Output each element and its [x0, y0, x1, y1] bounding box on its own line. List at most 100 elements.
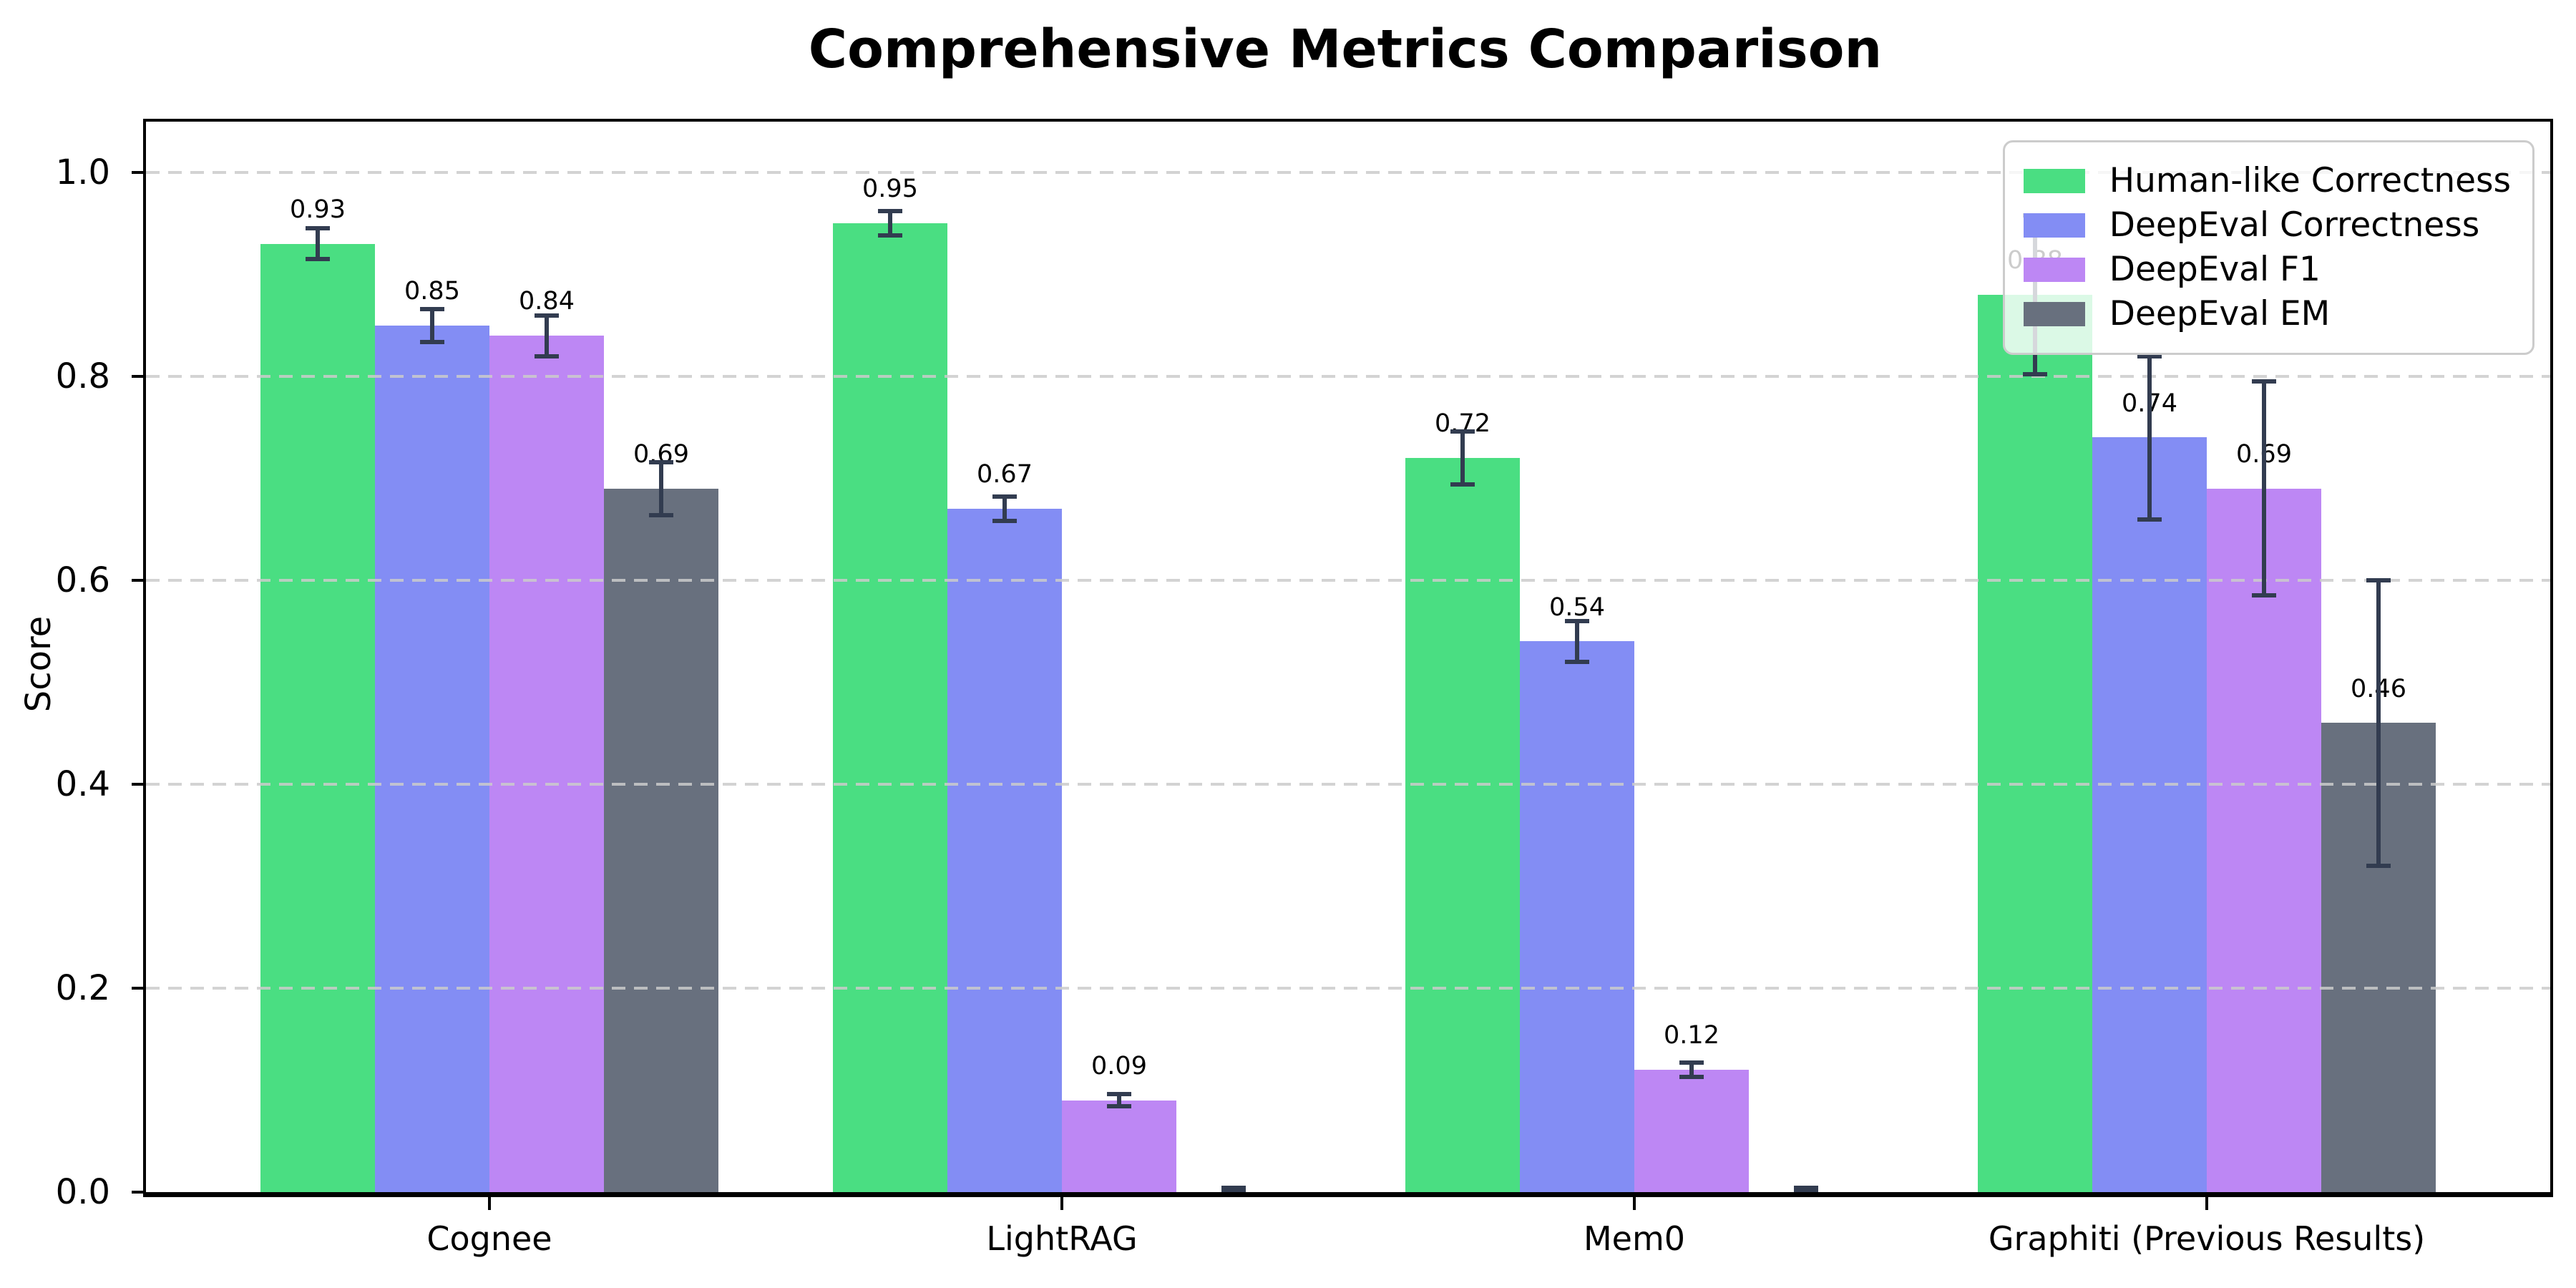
bar: [489, 336, 604, 1192]
error-bar-line: [659, 462, 663, 515]
error-bar-line: [2262, 381, 2266, 596]
x-tick: [2205, 1197, 2208, 1210]
bar: [833, 223, 947, 1192]
y-tick: [132, 171, 146, 174]
y-tick: [132, 1191, 146, 1194]
error-bar-cap-bottom: [420, 339, 444, 344]
y-tick-label: 0.2: [55, 968, 110, 1008]
bar: [1634, 1070, 1749, 1192]
error-bar-cap-top: [535, 313, 559, 318]
error-bar-cap-bottom: [1221, 1188, 1246, 1192]
error-bar-cap-bottom: [1794, 1188, 1818, 1192]
error-bar-cap-bottom: [2366, 864, 2391, 868]
x-tick-label: Mem0: [1583, 1219, 1686, 1258]
error-bar-cap-top: [1565, 619, 1589, 623]
error-bar-cap-top: [1450, 429, 1475, 434]
bar-value-label: 0.09: [1091, 1051, 1147, 1080]
error-bar-cap-top: [878, 209, 902, 214]
bar: [1062, 1101, 1176, 1192]
error-bar-cap-bottom: [1450, 482, 1475, 487]
bar: [260, 244, 375, 1192]
error-bar-line: [2147, 356, 2152, 519]
error-bar-cap-bottom: [992, 519, 1017, 524]
x-tick: [1633, 1197, 1636, 1210]
bar: [375, 326, 489, 1192]
x-tick: [1060, 1197, 1063, 1210]
error-bar-cap-bottom: [306, 257, 330, 262]
x-tick-label: LightRAG: [986, 1219, 1138, 1258]
legend-swatch: [2023, 213, 2085, 238]
error-bar-line: [1575, 621, 1579, 662]
legend-swatch: [2023, 169, 2085, 193]
plot-area: Human-like Correctness DeepEval Correctne…: [56, 119, 2553, 1258]
error-bar-cap-top: [1107, 1092, 1131, 1097]
bar-value-label: 0.93: [290, 195, 346, 224]
bar-value-label: 0.12: [1664, 1021, 1719, 1050]
y-tick-label: 0.6: [55, 560, 110, 600]
y-tick-label: 0.8: [55, 356, 110, 396]
legend-label: DeepEval EM: [2109, 294, 2331, 333]
y-tick-label: 1.0: [55, 152, 110, 192]
error-bar-cap-top: [992, 494, 1017, 499]
error-bar-cap-top: [2137, 353, 2162, 358]
error-bar-cap-bottom: [1107, 1104, 1131, 1109]
bar: [2207, 489, 2321, 1192]
error-bar-cap-bottom: [535, 353, 559, 358]
y-tick: [132, 783, 146, 786]
x-tick-label: Graphiti (Previous Results): [1988, 1219, 2426, 1258]
bar: [604, 489, 718, 1192]
error-bar-line: [1460, 431, 1465, 485]
error-bar-line: [1002, 497, 1007, 522]
chart-title: Comprehensive Metrics Comparison: [808, 19, 1883, 80]
error-bar-cap-bottom: [2023, 372, 2047, 377]
error-bar-line: [2376, 580, 2381, 866]
legend-row: DeepEval Correctness: [2023, 205, 2511, 245]
bar-value-label: 0.95: [862, 175, 918, 204]
error-bar-cap-top: [420, 306, 444, 311]
y-tick: [132, 579, 146, 582]
bar-value-label: 0.54: [1549, 592, 1605, 622]
bar: [1978, 295, 2092, 1192]
error-bar-cap-top: [649, 459, 673, 464]
legend-swatch: [2023, 258, 2085, 282]
y-tick: [132, 375, 146, 378]
x-tick-label: Cognee: [426, 1219, 552, 1258]
bar-value-label: 0.85: [404, 276, 460, 306]
error-bar-cap-bottom: [1565, 660, 1589, 664]
bar: [2092, 437, 2207, 1192]
error-bar-cap-bottom: [878, 233, 902, 238]
error-bar-line: [545, 315, 549, 356]
legend-row: DeepEval F1: [2023, 250, 2511, 289]
x-tick: [488, 1197, 491, 1210]
error-bar-line: [888, 211, 892, 236]
legend-swatch: [2023, 302, 2085, 326]
y-tick-label: 0.0: [55, 1172, 110, 1212]
error-bar-cap-top: [1679, 1060, 1704, 1065]
bar: [1520, 641, 1634, 1192]
legend-label: Human-like Correctness: [2109, 161, 2511, 200]
y-axis-label: Score: [19, 615, 59, 713]
y-tick-label: 0.4: [55, 764, 110, 804]
bar: [1405, 458, 1520, 1192]
error-bar-cap-bottom: [2252, 593, 2276, 598]
error-bar-line: [1117, 1094, 1121, 1107]
error-bar-line: [430, 308, 434, 342]
legend-label: DeepEval F1: [2109, 250, 2321, 289]
error-bar-cap-bottom: [1679, 1074, 1704, 1079]
legend-row: DeepEval EM: [2023, 294, 2511, 333]
legend: Human-like Correctness DeepEval Correctne…: [2002, 140, 2534, 355]
error-bar-cap-top: [2366, 578, 2391, 582]
legend-row: Human-like Correctness: [2023, 161, 2511, 200]
bar: [947, 509, 1062, 1192]
legend-label: DeepEval Correctness: [2109, 205, 2480, 245]
error-bar-cap-bottom: [649, 512, 673, 517]
bar-value-label: 0.67: [977, 460, 1033, 489]
error-bar-cap-top: [306, 226, 330, 231]
y-tick: [132, 987, 146, 990]
error-bar-line: [1689, 1063, 1694, 1077]
error-bar-cap-top: [2252, 379, 2276, 384]
error-bar-line: [316, 228, 320, 260]
error-bar-cap-bottom: [2137, 517, 2162, 522]
bar-value-label: 0.84: [519, 287, 575, 316]
